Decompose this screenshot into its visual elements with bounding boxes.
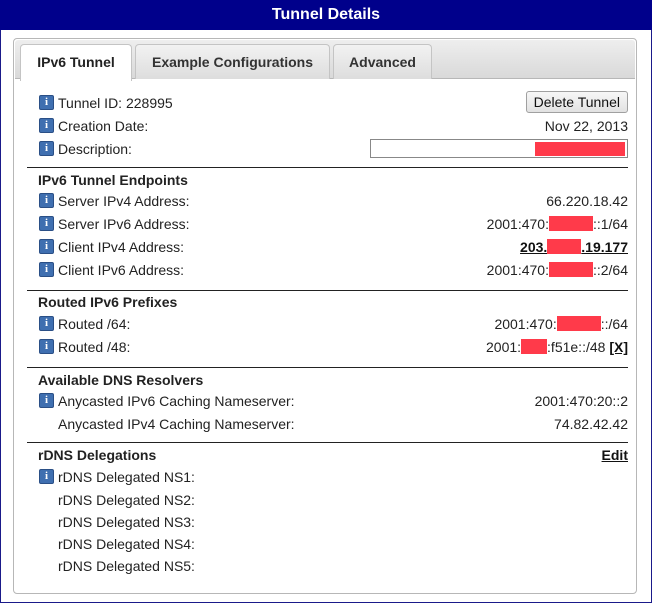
routed-64-value: 2001:470:::/64	[494, 313, 628, 335]
tab-example-configurations[interactable]: Example Configurations	[135, 44, 330, 79]
routed-48-suffix: :f51e::/48	[547, 339, 606, 355]
info-icon[interactable]: i	[39, 95, 54, 110]
rdns-ns5-label: rDNS Delegated NS5:	[58, 558, 195, 574]
routed-heading: Routed IPv6 Prefixes	[38, 294, 178, 310]
tunnel-id-row: i Tunnel ID: 228995 Delete Tunnel	[38, 91, 628, 114]
client-ipv6-label: Client IPv6 Address:	[58, 262, 185, 278]
rdns-ns3-label: rDNS Delegated NS3:	[58, 514, 195, 530]
server-ipv4-value: 66.220.18.42	[546, 193, 628, 209]
creation-date-value: Nov 22, 2013	[544, 118, 628, 134]
info-icon[interactable]: i	[39, 239, 54, 254]
server-ipv6-row: i Server IPv6 Address: 2001:470:::1/64	[38, 213, 628, 235]
client-ipv6-value: 2001:470:::2/64	[487, 259, 628, 281]
rdns-ns4-label: rDNS Delegated NS4:	[58, 536, 195, 552]
rdns-heading-label: rDNS Delegations	[38, 447, 157, 463]
details-panel: IPv6 Tunnel Example Configurations Advan…	[13, 38, 637, 594]
server-ipv6-label: Server IPv6 Address:	[58, 216, 190, 232]
dns-heading: Available DNS Resolvers	[38, 372, 204, 388]
info-icon[interactable]: i	[39, 118, 54, 133]
routed-48-value: 2001: :f51e::/48 [X]	[486, 336, 628, 358]
section-divider	[27, 167, 628, 168]
description-label: Description:	[58, 141, 132, 157]
rdns-ns1-row: i rDNS Delegated NS1:	[38, 466, 628, 488]
info-icon[interactable]: i	[39, 216, 54, 231]
dns-ipv6-label: Anycasted IPv6 Caching Nameserver:	[58, 393, 295, 409]
dns-ipv4-label: Anycasted IPv4 Caching Nameserver:	[58, 416, 295, 432]
info-icon[interactable]: i	[39, 193, 54, 208]
rdns-heading: rDNS Delegations Edit	[38, 445, 628, 465]
routed-64-prefix: 2001:470:	[494, 316, 557, 332]
info-icon[interactable]: i	[39, 393, 54, 408]
dns-ipv6-row: i Anycasted IPv6 Caching Nameserver: 200…	[38, 390, 628, 412]
info-icon[interactable]: i	[39, 469, 54, 484]
client-ipv4-row: i Client IPv4 Address: 203. .19.177	[38, 236, 628, 258]
rdns-ns1-label: rDNS Delegated NS1:	[58, 469, 195, 485]
server-ipv6-value: 2001:470:::1/64	[487, 213, 628, 235]
info-icon[interactable]: i	[39, 339, 54, 354]
info-icon[interactable]: i	[39, 316, 54, 331]
endpoints-heading: IPv6 Tunnel Endpoints	[38, 172, 188, 188]
section-divider	[27, 367, 628, 368]
description-input[interactable]	[370, 139, 628, 158]
client-ipv6-prefix: 2001:470:	[486, 262, 549, 278]
section-divider	[27, 442, 628, 443]
section-divider	[27, 290, 628, 291]
tab-advanced[interactable]: Advanced	[333, 44, 432, 79]
redacted-block	[521, 339, 548, 354]
dns-ipv6-value: 2001:470:20::2	[534, 393, 628, 409]
info-icon[interactable]: i	[39, 141, 54, 156]
rdns-ns5-row: rDNS Delegated NS5:	[38, 555, 628, 577]
delete-tunnel-button[interactable]: Delete Tunnel	[525, 91, 628, 113]
server-ipv4-row: i Server IPv4 Address: 66.220.18.42	[38, 190, 628, 212]
rdns-ns3-row: rDNS Delegated NS3:	[38, 511, 628, 533]
client-ipv6-row: i Client IPv6 Address: 2001:470:::2/64	[38, 259, 628, 281]
client-ipv4-prefix: 203.	[520, 239, 548, 255]
client-ipv4-suffix: .19.177	[581, 239, 628, 255]
routed-48-prefix: 2001:	[486, 339, 522, 355]
server-ipv6-suffix: ::1/64	[592, 216, 628, 232]
dns-ipv4-value: 74.82.42.42	[554, 416, 628, 432]
routed-48-label: Routed /48:	[58, 339, 131, 355]
rdns-ns2-label: rDNS Delegated NS2:	[58, 492, 195, 508]
redacted-block	[548, 216, 593, 231]
client-ipv4-label: Client IPv4 Address:	[58, 239, 185, 255]
rdns-ns2-row: rDNS Delegated NS2:	[38, 489, 628, 511]
info-icon[interactable]: i	[39, 262, 54, 277]
rdns-edit-link[interactable]: Edit	[601, 447, 628, 463]
tunnel-id-label: Tunnel ID: 228995	[58, 95, 173, 111]
rdns-ns4-row: rDNS Delegated NS4:	[38, 533, 628, 555]
tab-ipv6-tunnel[interactable]: IPv6 Tunnel	[20, 44, 132, 81]
routed-64-suffix: ::/64	[600, 316, 628, 332]
tab-bar: IPv6 Tunnel Example Configurations Advan…	[15, 40, 635, 81]
creation-date-row: i Creation Date: Nov 22, 2013	[38, 115, 628, 137]
redacted-block	[548, 262, 593, 277]
creation-date-label: Creation Date:	[58, 118, 149, 134]
client-ipv6-suffix: ::2/64	[592, 262, 628, 278]
description-row: i Description:	[38, 138, 628, 160]
redacted-block	[535, 142, 625, 156]
remove-routed-48-link[interactable]: [X]	[609, 339, 628, 355]
routed-64-row: i Routed /64: 2001:470:::/64	[38, 313, 628, 335]
client-ipv4-link[interactable]: 203. .19.177	[520, 236, 628, 258]
routed-64-label: Routed /64:	[58, 316, 131, 332]
dns-ipv4-row: Anycasted IPv4 Caching Nameserver: 74.82…	[38, 413, 628, 435]
redacted-block	[556, 316, 601, 331]
server-ipv6-prefix: 2001:470:	[486, 216, 549, 232]
server-ipv4-label: Server IPv4 Address:	[58, 193, 190, 209]
redacted-block	[547, 239, 582, 254]
routed-48-row: i Routed /48: 2001: :f51e::/48 [X]	[38, 336, 628, 358]
window-title: Tunnel Details	[0, 0, 652, 30]
